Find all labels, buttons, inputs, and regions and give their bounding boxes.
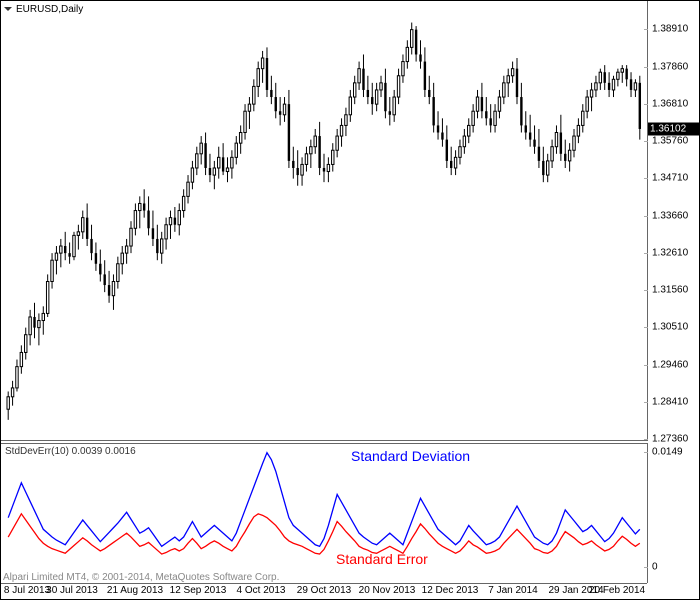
x-tick-label: 21 Aug 2013: [107, 585, 163, 596]
y-tick-label: 1.29460: [652, 359, 688, 370]
y-tick-label: 1.34710: [652, 173, 688, 184]
x-tick-label: 29 Oct 2013: [297, 585, 351, 596]
y-tick-label: 1.33660: [652, 210, 688, 221]
y-tick-label: 1.35760: [652, 136, 688, 147]
x-tick-label: 20 Feb 2014: [589, 585, 645, 596]
y-tick-label: 1.30510: [652, 322, 688, 333]
y-tick-label: 0.0149: [652, 446, 683, 457]
y-tick-label: 1.37860: [652, 61, 688, 72]
x-tick-label: 12 Dec 2013: [422, 585, 479, 596]
x-tick-label: 12 Sep 2013: [170, 585, 227, 596]
price-y-axis: 1.273601.284101.294601.305101.315601.326…: [647, 1, 699, 441]
stderr-annotation: Standard Error: [336, 551, 428, 567]
time-x-axis: 8 Jul 201330 Jul 2013 21 Aug 2013 12 Sep 2…: [1, 583, 647, 599]
y-tick-label: 0: [652, 562, 658, 573]
y-tick-label: 1.32610: [652, 247, 688, 258]
current-price-badge: 1.36102: [648, 122, 699, 135]
indicator-y-axis: 0 0.0149: [647, 443, 699, 583]
y-tick-label: 1.38910: [652, 24, 688, 35]
indicator-label: StdDevErr(10) 0.0039 0.0016: [5, 446, 136, 457]
y-tick-label: 1.31560: [652, 285, 688, 296]
chart-window[interactable]: EURUSD,Daily 1.273601.284101.294601.3051…: [0, 0, 700, 600]
copyright-text: Alpari Limited MT4, © 2001-2014, MetaQuo…: [3, 572, 279, 583]
y-tick-label: 1.28410: [652, 396, 688, 407]
x-tick-label: 7 Jan 2014: [488, 585, 538, 596]
y-tick-label: 1.36810: [652, 98, 688, 109]
price-chart[interactable]: [1, 1, 647, 441]
x-tick-label: 20 Nov 2013: [359, 585, 416, 596]
x-tick-label: 8 Jul 2013: [4, 585, 50, 596]
indicator-chart[interactable]: StdDevErr(10) 0.0039 0.0016 Standard Dev…: [1, 443, 647, 583]
x-tick-label: 30 Jul 2013: [46, 585, 98, 596]
x-tick-label: 4 Oct 2013: [237, 585, 286, 596]
stddev-annotation: Standard Deviation: [351, 448, 470, 464]
